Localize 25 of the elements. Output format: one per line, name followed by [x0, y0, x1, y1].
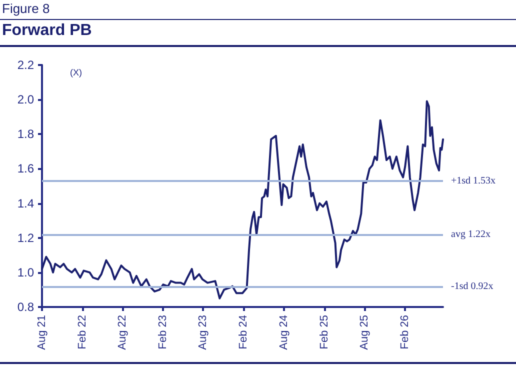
- x-tick-label: Aug 25: [358, 315, 370, 350]
- x-tick-label: Aug 24: [278, 315, 290, 350]
- y-tick-label: 1.8: [17, 127, 34, 142]
- y-tick-label: 2.0: [17, 92, 34, 107]
- x-tick-label: Aug 23: [197, 315, 210, 350]
- ref-line-label: +1sd 1.53x: [451, 175, 496, 186]
- y-tick-label: 1.4: [17, 196, 34, 210]
- x-tick-label: Feb 25: [318, 315, 330, 350]
- x-tick-label: Aug 22: [116, 315, 129, 350]
- y-tick-label: 1.6: [17, 162, 34, 176]
- y-tick-label: 1.2: [17, 230, 34, 245]
- ref-line-label: -1sd 0.92x: [451, 280, 494, 292]
- ref-line-label: avg 1.22x: [451, 228, 490, 240]
- y-tick-label: 2.2: [17, 58, 34, 72]
- chart-subtitle: Figure 8: [2, 1, 50, 16]
- x-tick-label: Feb 22: [76, 315, 89, 350]
- line-series: [41, 100, 444, 300]
- x-tick-label: Feb 24: [238, 315, 250, 350]
- chart-title: Forward PB: [2, 22, 92, 40]
- y-tick-label: 1.0: [17, 265, 34, 280]
- y-axis-title: (X): [70, 68, 82, 78]
- x-tick-label: Feb 26: [399, 315, 412, 350]
- x-tick-label: Aug 21: [36, 315, 48, 350]
- y-tick-label: 0.8: [17, 300, 34, 314]
- x-tick-label: Feb 23: [157, 315, 170, 350]
